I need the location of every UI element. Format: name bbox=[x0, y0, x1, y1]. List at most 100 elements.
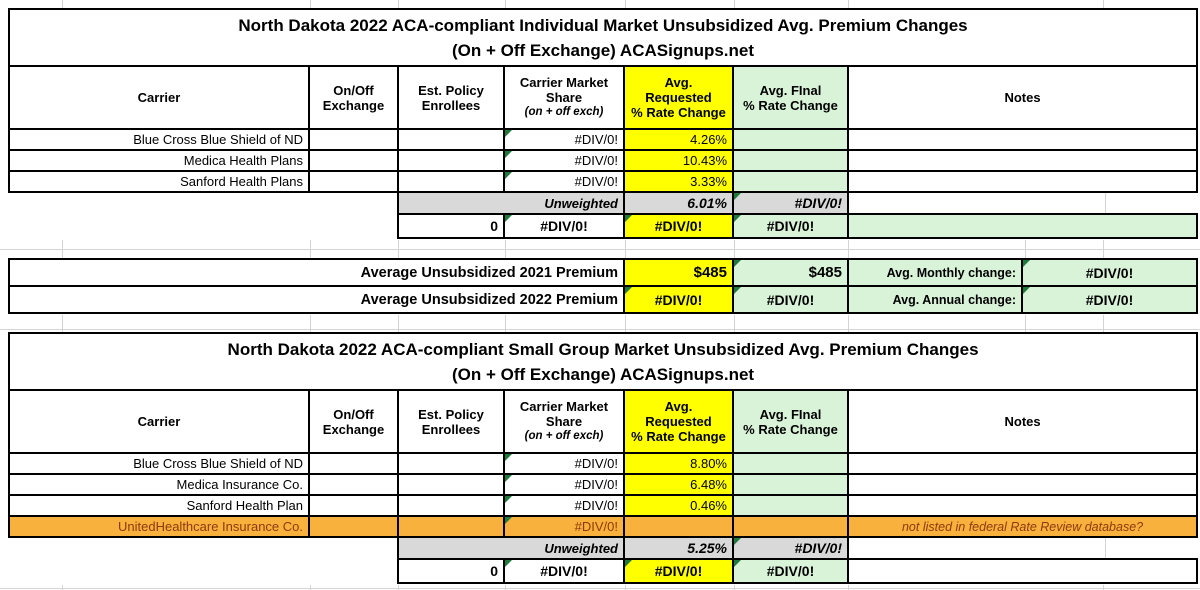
column-header-final-rate[interactable]: Avg. FInal % Rate Change bbox=[732, 65, 849, 130]
cell-final-rate[interactable] bbox=[732, 170, 849, 193]
table-title[interactable]: North Dakota 2022 ACA-compliant Small Gr… bbox=[7, 332, 1199, 391]
column-header-market-share[interactable]: Carrier Market Share (on + off exch) bbox=[503, 389, 625, 454]
column-header-notes[interactable]: Notes bbox=[846, 389, 1199, 454]
column-header-exchange[interactable]: On/Off Exchange bbox=[308, 65, 399, 130]
column-header-final-rate[interactable]: Avg. FInal % Rate Change bbox=[732, 389, 849, 454]
cell-notes[interactable] bbox=[846, 473, 1199, 496]
unweighted-final[interactable]: #DIV/0! bbox=[732, 536, 849, 560]
total-final[interactable]: #DIV/0! bbox=[732, 213, 849, 239]
cell-final-rate[interactable] bbox=[732, 128, 849, 151]
cell-exchange[interactable] bbox=[308, 170, 399, 193]
annual-change-label[interactable]: Avg. Annual change: bbox=[847, 285, 1023, 314]
cell-carrier[interactable]: Medica Insurance Co. bbox=[8, 473, 310, 496]
unweighted-label[interactable]: Unweighted bbox=[397, 536, 625, 560]
cell-carrier[interactable]: Blue Cross Blue Shield of ND bbox=[8, 128, 310, 151]
cell-requested-rate[interactable]: 8.80% bbox=[623, 452, 734, 475]
cell-exchange[interactable] bbox=[308, 128, 399, 151]
cell-requested-rate[interactable]: 6.48% bbox=[623, 473, 734, 496]
cell-empty[interactable] bbox=[9, 537, 398, 559]
cell-exchange[interactable] bbox=[308, 452, 399, 475]
cell-market-share[interactable]: #DIV/0! bbox=[503, 452, 625, 475]
total-enrollees[interactable]: 0 bbox=[397, 213, 505, 239]
cell-empty[interactable] bbox=[9, 559, 398, 583]
gridline bbox=[398, 240, 399, 258]
unweighted-requested[interactable]: 5.25% bbox=[623, 536, 734, 560]
total-final[interactable]: #DIV/0! bbox=[732, 558, 849, 584]
cell-requested-rate[interactable]: 0.46% bbox=[623, 494, 734, 517]
column-header-enrollees[interactable]: Est. Policy Enrollees bbox=[397, 65, 505, 130]
cell-market-share[interactable]: #DIV/0! bbox=[503, 494, 625, 517]
cell-notes[interactable] bbox=[846, 494, 1199, 517]
cell-exchange[interactable] bbox=[308, 473, 399, 496]
monthly-change-label[interactable]: Avg. Monthly change: bbox=[847, 258, 1023, 287]
total-notes[interactable] bbox=[846, 558, 1199, 584]
cell-notes[interactable] bbox=[846, 170, 1199, 193]
cell-exchange[interactable] bbox=[308, 494, 399, 517]
column-header-requested-rate[interactable]: Avg. Requested % Rate Change bbox=[623, 65, 734, 130]
total-market-share[interactable]: #DIV/0! bbox=[503, 213, 625, 239]
column-header-enrollees[interactable]: Est. Policy Enrollees bbox=[397, 389, 505, 454]
cell-final-rate[interactable] bbox=[732, 473, 849, 496]
column-header-exchange[interactable]: On/Off Exchange bbox=[308, 389, 399, 454]
cell-empty[interactable] bbox=[848, 537, 1198, 559]
cell-requested-rate[interactable]: 3.33% bbox=[623, 170, 734, 193]
unweighted-final[interactable]: #DIV/0! bbox=[732, 191, 849, 215]
cell-market-share[interactable]: #DIV/0! bbox=[503, 170, 625, 193]
cell-notes[interactable]: not listed in federal Rate Review databa… bbox=[846, 515, 1199, 538]
cell-market-share[interactable]: #DIV/0! bbox=[503, 473, 625, 496]
gridline bbox=[1025, 315, 1026, 332]
unweighted-requested[interactable]: 6.01% bbox=[623, 191, 734, 215]
cell-notes[interactable] bbox=[846, 149, 1199, 172]
cell-carrier[interactable]: Sanford Health Plans bbox=[8, 170, 310, 193]
annual-change-value[interactable]: #DIV/0! bbox=[1021, 285, 1198, 314]
column-header-notes[interactable]: Notes bbox=[846, 65, 1199, 130]
summary-2021-final[interactable]: $485 bbox=[732, 258, 849, 287]
cell-final-rate[interactable] bbox=[732, 515, 849, 538]
cell-carrier[interactable]: Medica Health Plans bbox=[8, 149, 310, 172]
summary-2022-requested[interactable]: #DIV/0! bbox=[623, 285, 734, 314]
total-requested[interactable]: #DIV/0! bbox=[623, 558, 734, 584]
cell-exchange[interactable] bbox=[308, 149, 399, 172]
summary-2022-final[interactable]: #DIV/0! bbox=[732, 285, 849, 314]
table-title[interactable]: North Dakota 2022 ACA-compliant Individu… bbox=[7, 8, 1199, 67]
cell-enrollees[interactable] bbox=[397, 128, 505, 151]
summary-label[interactable]: Average Unsubsidized 2021 Premium bbox=[8, 258, 625, 287]
total-enrollees[interactable]: 0 bbox=[397, 558, 505, 584]
cell-requested-rate[interactable]: 10.43% bbox=[623, 149, 734, 172]
cell-enrollees[interactable] bbox=[397, 149, 505, 172]
column-header-carrier[interactable]: Carrier bbox=[8, 389, 310, 454]
cell-requested-rate[interactable] bbox=[623, 515, 734, 538]
summary-label[interactable]: Average Unsubsidized 2022 Premium bbox=[8, 285, 625, 314]
summary-2021-requested[interactable]: $485 bbox=[623, 258, 734, 287]
cell-final-rate[interactable] bbox=[732, 494, 849, 517]
column-header-requested-rate[interactable]: Avg. Requested % Rate Change bbox=[623, 389, 734, 454]
cell-exchange[interactable] bbox=[308, 515, 399, 538]
cell-final-rate[interactable] bbox=[732, 452, 849, 475]
total-requested[interactable]: #DIV/0! bbox=[623, 213, 734, 239]
cell-empty[interactable] bbox=[848, 192, 1198, 214]
cell-final-rate[interactable] bbox=[732, 149, 849, 172]
cell-enrollees[interactable] bbox=[397, 494, 505, 517]
total-market-share[interactable]: #DIV/0! bbox=[503, 558, 625, 584]
cell-market-share[interactable]: #DIV/0! bbox=[503, 149, 625, 172]
cell-empty[interactable] bbox=[9, 192, 398, 214]
table-row: Sanford Health Plans #DIV/0! 3.33% bbox=[8, 170, 1199, 193]
cell-enrollees[interactable] bbox=[397, 473, 505, 496]
cell-carrier[interactable]: UnitedHealthcare Insurance Co. bbox=[8, 515, 310, 538]
cell-notes[interactable] bbox=[846, 128, 1199, 151]
cell-carrier[interactable]: Sanford Health Plan bbox=[8, 494, 310, 517]
cell-enrollees[interactable] bbox=[397, 515, 505, 538]
monthly-change-value[interactable]: #DIV/0! bbox=[1021, 258, 1198, 287]
cell-notes[interactable] bbox=[846, 452, 1199, 475]
total-notes[interactable] bbox=[846, 213, 1199, 239]
cell-empty[interactable] bbox=[9, 214, 398, 238]
column-header-carrier[interactable]: Carrier bbox=[8, 65, 310, 130]
cell-market-share[interactable]: #DIV/0! bbox=[503, 128, 625, 151]
cell-requested-rate[interactable]: 4.26% bbox=[623, 128, 734, 151]
column-header-market-share[interactable]: Carrier Market Share (on + off exch) bbox=[503, 65, 625, 130]
cell-market-share[interactable]: #DIV/0! bbox=[503, 515, 625, 538]
cell-carrier[interactable]: Blue Cross Blue Shield of ND bbox=[8, 452, 310, 475]
unweighted-label[interactable]: Unweighted bbox=[397, 191, 625, 215]
cell-enrollees[interactable] bbox=[397, 452, 505, 475]
cell-enrollees[interactable] bbox=[397, 170, 505, 193]
